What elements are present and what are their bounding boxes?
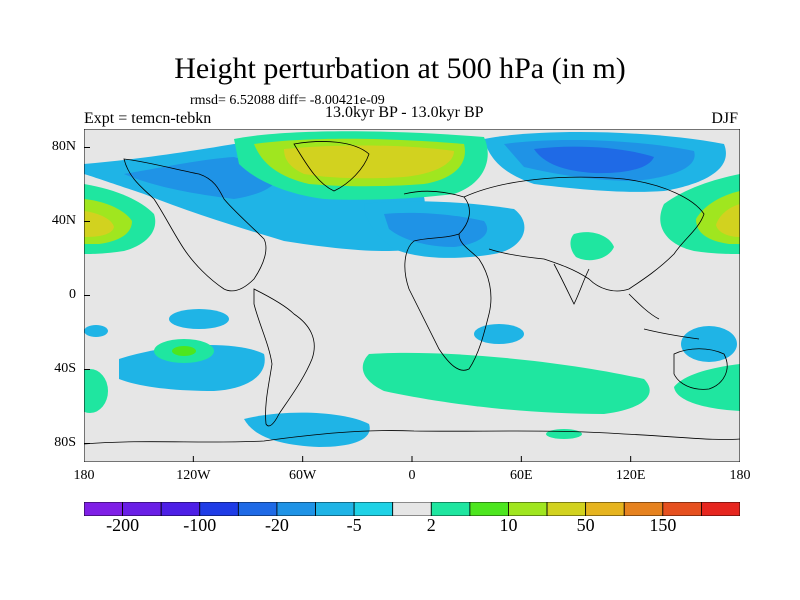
colorbar-label: -20 <box>264 515 289 535</box>
colorbar-box <box>199 502 239 516</box>
colorbar-box <box>585 502 625 516</box>
colorbar-box <box>623 502 664 516</box>
lon-tick-label: 0 <box>408 468 416 483</box>
contour-pos-antarctic <box>546 429 582 439</box>
contour-neg-eq-pacific <box>169 309 229 329</box>
colorbar-box <box>469 502 509 516</box>
plot-title: Height perturbation at 500 hPa (in m) <box>174 52 626 85</box>
map-ticks <box>84 147 740 462</box>
colorbar-label: 2 <box>426 515 436 535</box>
contour-neg-south-pacific <box>119 344 265 391</box>
contour-pos-npac-left-core <box>84 211 114 237</box>
lat-tick-label: 80S <box>54 434 76 450</box>
colorbar-box <box>84 502 123 516</box>
lon-tick-label: 180 <box>729 468 751 483</box>
colorbar-box <box>662 502 702 516</box>
lat-tick-label: 0 <box>69 286 76 302</box>
colorbar-box <box>276 502 316 516</box>
colorbar-label: 50 <box>576 515 595 535</box>
lon-tick-label: 60E <box>510 468 533 483</box>
lon-tick-label: 120W <box>176 468 211 483</box>
contour-neg-na-inner <box>124 157 277 199</box>
contour-neg-eq-ocean <box>681 326 737 362</box>
colorbar-label: -200 <box>106 515 140 535</box>
colorbar-box <box>430 502 471 516</box>
contour-pos-south-right <box>674 364 740 411</box>
contour-neg-siberia-core <box>534 146 654 174</box>
lon-tick-label: 120E <box>615 468 646 483</box>
colorbar-label: 150 <box>649 515 677 535</box>
experiment-label: Expt = temcn-tebkn <box>84 110 212 127</box>
contour-neg-eq-pacific-2 <box>84 325 108 337</box>
colorbar-label: 10 <box>499 515 518 535</box>
lat-tick-label: 80N <box>51 138 76 154</box>
period-label: 13.0kyr BP - 13.0kyr BP <box>325 104 484 121</box>
contour-neg-eq-indian <box>474 324 524 344</box>
coastlines <box>84 141 740 445</box>
colorbar-box <box>315 502 355 516</box>
contour-pos-south-left <box>84 369 108 413</box>
stats-label: rmsd= 6.52088 diff= -8.00421e-09 <box>190 93 385 108</box>
contour-pos-npac-right-core <box>716 204 740 237</box>
contour-pos-mideast <box>570 232 614 261</box>
lat-tick-label: 40S <box>54 360 76 376</box>
colorbar-box <box>160 502 201 516</box>
colorbar-label: -5 <box>346 515 362 535</box>
colorbar <box>84 502 740 516</box>
colorbar-box <box>701 502 740 516</box>
colorbar-box <box>392 502 432 516</box>
height-perturbation-map <box>84 129 740 462</box>
lon-tick-label: 180 <box>73 468 95 483</box>
colorbar-box <box>353 502 394 516</box>
lat-tick-label: 40N <box>51 212 76 228</box>
colorbar-label: -100 <box>183 515 217 535</box>
colorbar-box <box>508 502 548 516</box>
contour-neg-europe-inner <box>384 212 488 247</box>
season-label: DJF <box>711 110 738 127</box>
colorbar-box <box>122 502 162 516</box>
colorbar-box <box>237 502 278 516</box>
contour-pos-greenland-core <box>284 145 454 179</box>
colorbar-box <box>546 502 587 516</box>
contour-pos-south-pacific-core <box>172 346 196 356</box>
contour-pos-south-indian <box>362 352 650 414</box>
contour-neg-south-atlantic <box>244 412 370 447</box>
lon-tick-label: 60W <box>289 468 317 483</box>
